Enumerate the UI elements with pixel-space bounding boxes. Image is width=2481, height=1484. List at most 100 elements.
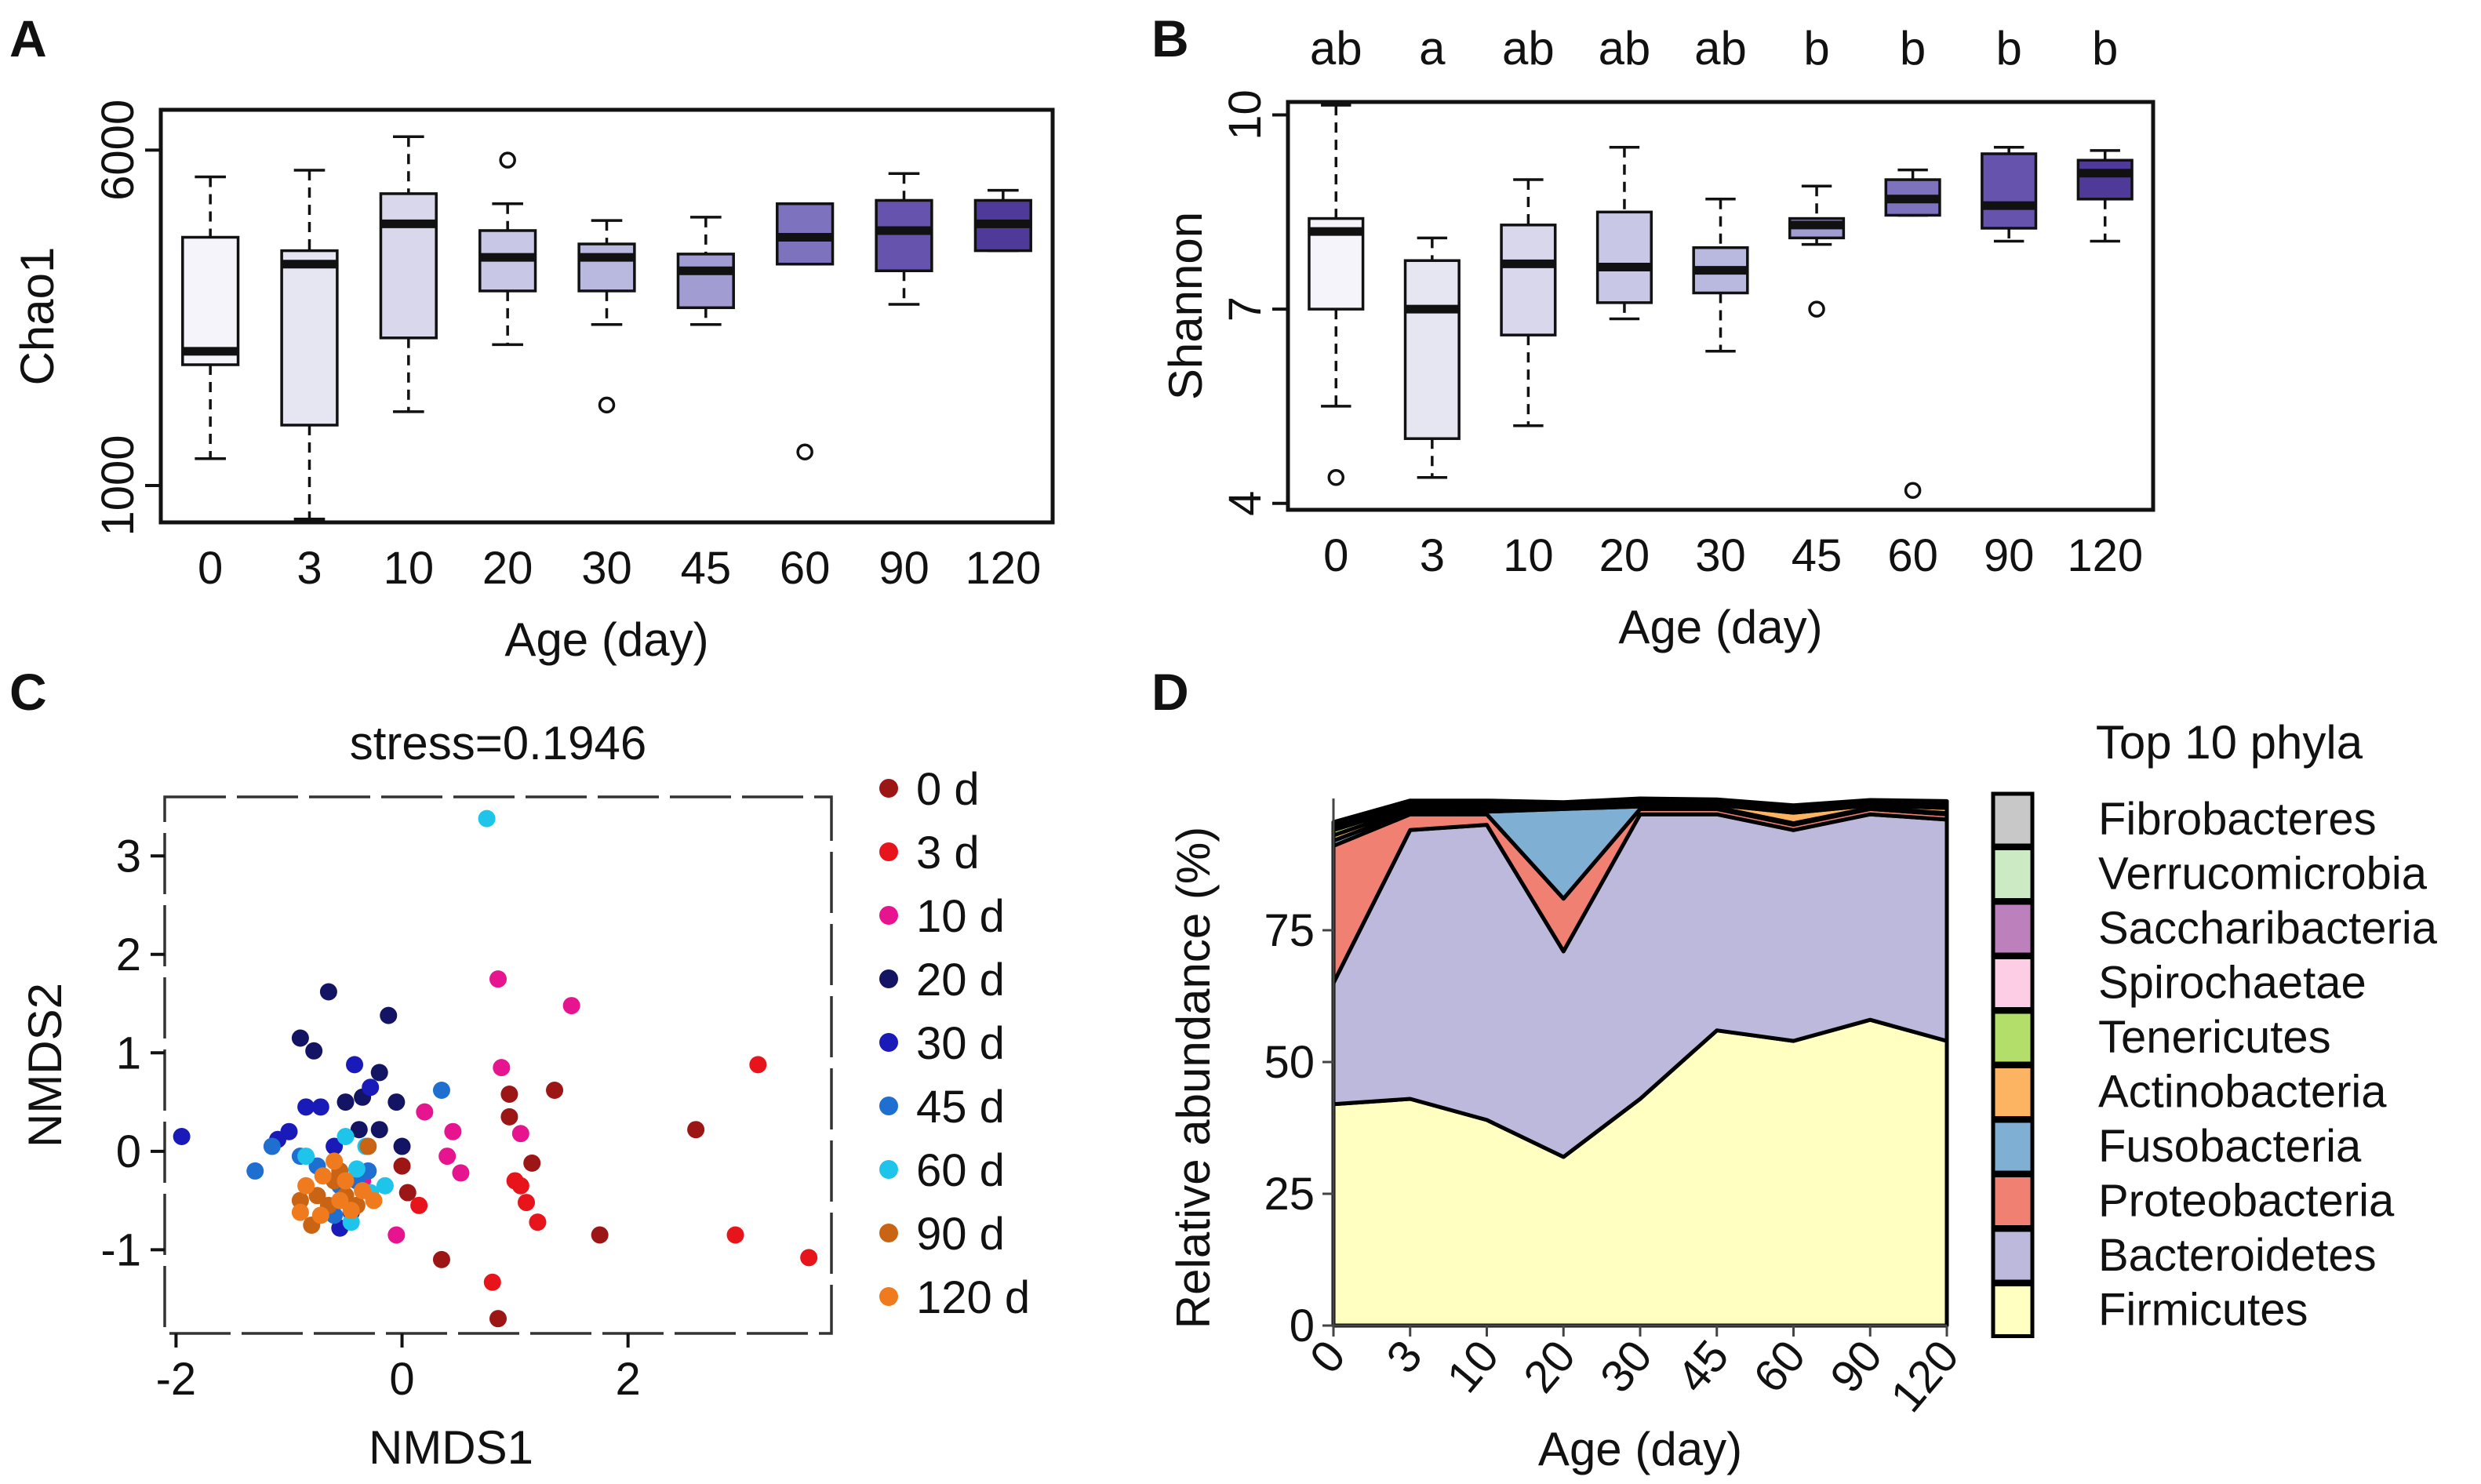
area-layers <box>1331 796 1949 1328</box>
box-20 <box>1595 146 1653 321</box>
legend-label: Spirochaetae <box>2098 958 2366 1009</box>
scatter-point <box>326 1137 344 1155</box>
scatter-point <box>336 1093 355 1111</box>
scatter-point <box>370 1121 388 1139</box>
legend-swatch <box>1991 1118 2035 1175</box>
x-tick-label: -2 <box>156 1354 197 1405</box>
legend-label: 60 d <box>916 1145 1005 1196</box>
legend-item: Actinobacteria <box>1991 1064 2387 1120</box>
scatter-point <box>350 1121 368 1139</box>
scatter-point <box>500 1086 518 1104</box>
legend-swatch <box>1991 1009 2035 1066</box>
outlier-point <box>598 396 616 414</box>
x-tick-label: 10 <box>384 543 435 594</box>
scatter-point <box>331 1191 349 1209</box>
scatter-point <box>489 970 507 988</box>
scatter-point <box>336 1127 355 1145</box>
x-tick-label: 120 <box>965 543 1041 594</box>
y-tick-label: 25 <box>1264 1169 1315 1220</box>
legend-item: Saccharibacteria <box>1991 900 2438 957</box>
box-0 <box>181 175 240 460</box>
legend-label: 45 d <box>916 1082 1005 1133</box>
box-iqr <box>676 253 735 310</box>
scatter-point <box>393 1137 411 1155</box>
legend-marker <box>879 1160 898 1179</box>
x-axis-title: Age (day) <box>504 613 708 666</box>
scatter-point <box>380 1006 398 1024</box>
scatter-point <box>444 1122 462 1140</box>
area-fibrobacteres <box>1331 796 1949 826</box>
legend-marker <box>879 1097 898 1115</box>
y-tick-label: 1 <box>116 1028 141 1078</box>
legend-item: 120 d <box>879 1272 1030 1323</box>
scatter-point <box>511 1125 529 1143</box>
x-tick-label: 2 <box>616 1354 641 1405</box>
panel-label-a: A <box>9 9 47 67</box>
scatter-point <box>546 1082 564 1100</box>
significance-letter: ab <box>1599 22 1651 75</box>
legend-item: 0 d <box>879 764 980 815</box>
scatter-point <box>529 1213 547 1231</box>
scatter-point <box>314 1167 332 1185</box>
legend-item: Tenericutes <box>1991 1009 2331 1066</box>
legend-item: 3 d <box>879 827 980 878</box>
x-tick-label: 60 <box>780 543 831 594</box>
scatter-point <box>726 1226 744 1244</box>
legend-label: Firmicutes <box>2098 1285 2308 1336</box>
outlier-point <box>1904 482 1922 499</box>
box-30 <box>577 219 636 414</box>
legend-title: Top 10 phyla <box>2096 716 2363 769</box>
panel-label-c: C <box>9 663 47 721</box>
legend-marker <box>879 779 898 798</box>
legend-swatch <box>1991 1173 2035 1229</box>
x-tick-label: 20 <box>1599 530 1650 581</box>
x-tick-label: 90 <box>1984 530 2035 581</box>
legend-label: 30 d <box>916 1018 1005 1069</box>
legend-label: 90 d <box>916 1209 1005 1260</box>
legend-marker <box>879 1224 898 1242</box>
legend-item: 10 d <box>879 891 1005 942</box>
y-tick-label: 7 <box>1220 296 1271 322</box>
scatter-point <box>342 1202 360 1220</box>
scatter-point <box>263 1137 281 1155</box>
legend-swatch <box>1991 1228 2035 1284</box>
box-60 <box>1884 168 1941 499</box>
scatter-point <box>416 1103 434 1121</box>
scatter-point <box>376 1177 394 1195</box>
y-tick-label: 50 <box>1264 1037 1315 1088</box>
significance-letter: ab <box>1310 22 1362 75</box>
box-iqr <box>181 235 240 366</box>
x-tick-label: 45 <box>681 543 732 594</box>
scatter-point <box>319 983 337 1001</box>
y-axis-title: Chao1 <box>11 247 64 386</box>
scatter-point <box>393 1157 411 1175</box>
scatter-point <box>311 1206 329 1224</box>
scatter-point <box>246 1162 264 1180</box>
scatter-point <box>687 1121 705 1139</box>
y-tick-label: 3 <box>116 831 141 882</box>
significance-letter: b <box>1995 22 2021 75</box>
box-60 <box>776 202 835 460</box>
x-tick-label: 0 <box>198 543 223 594</box>
scatter-point <box>452 1164 470 1182</box>
scatter-point <box>336 1172 355 1190</box>
x-tick-label: 3 <box>296 543 322 594</box>
x-tick-label: 90 <box>879 543 929 594</box>
panel-label-d: D <box>1151 663 1189 721</box>
plot-frame <box>158 107 1055 525</box>
box-45 <box>1788 184 1846 318</box>
scatter-point <box>489 1310 507 1328</box>
legend-label: Fibrobacteres <box>2098 794 2377 845</box>
box-iqr <box>1595 210 1653 304</box>
box-120 <box>973 188 1032 253</box>
legend-label: Verrucomicrobia <box>2098 849 2428 900</box>
x-axis-title: NMDS1 <box>369 1421 533 1474</box>
scatter-point <box>342 1213 360 1231</box>
legend-marker <box>879 842 898 861</box>
plot-frame <box>163 795 833 1335</box>
y-tick-label: 2 <box>116 929 141 980</box>
scatter-point <box>359 1137 377 1155</box>
legend-item: Spirochaetae <box>1991 955 2366 1011</box>
box-3 <box>280 169 339 521</box>
